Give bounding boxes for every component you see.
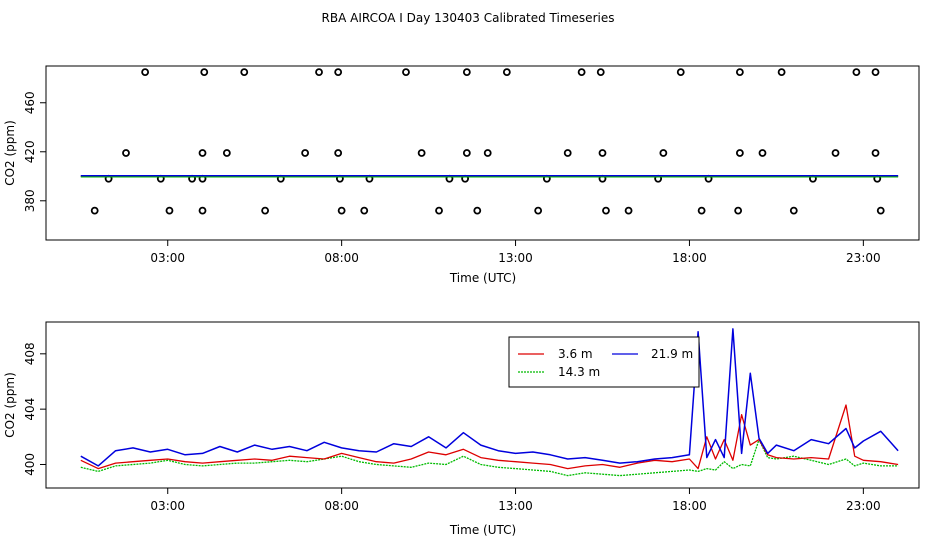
top-y-ticks: 380 420 460 (23, 91, 46, 212)
bottom-x-tick-label: 23:00 (846, 499, 881, 513)
top-scatter-point (337, 206, 346, 215)
top-scatter-point (261, 206, 270, 215)
legend-label-21-9m: 21.9 m (651, 347, 693, 361)
top-x-tick-label: 13:00 (498, 251, 533, 265)
bottom-y-axis-label: CO2 (ppm) (3, 372, 17, 438)
top-scatter-point (315, 68, 323, 77)
bottom-series-21-9-m (80, 328, 899, 467)
top-scatter-point (462, 149, 471, 157)
bottom-y-ticks: 400 404 408 (23, 342, 46, 476)
top-scatter-point (598, 149, 607, 157)
top-scatter-point (697, 206, 706, 215)
top-scatter-point (735, 149, 744, 157)
top-plot-frame (45, 65, 920, 241)
bottom-x-tick-label: 08:00 (324, 499, 359, 513)
top-scatter-point (758, 149, 767, 157)
top-scatter-point (871, 149, 880, 157)
top-scatter-point (222, 149, 231, 157)
bottom-y-tick-label: 400 (23, 453, 37, 476)
top-y-tick-label: 460 (23, 91, 37, 114)
top-x-tick-label: 23:00 (846, 251, 881, 265)
top-x-tick-label: 03:00 (150, 251, 185, 265)
top-x-ticks: 03:00 08:00 13:00 18:00 23:00 (150, 240, 881, 265)
top-scatter-point (831, 149, 840, 157)
top-scatter-point (301, 149, 310, 157)
bottom-x-tick-label: 18:00 (672, 499, 707, 513)
legend-label-14-3m: 14.3 m (558, 365, 600, 379)
top-scatter-point (417, 149, 426, 157)
top-scatter-point (462, 68, 471, 77)
top-scatter-point (402, 68, 410, 77)
bottom-panel: 03:00 08:00 13:00 18:00 23:00 400 404 408 Time… (3, 321, 920, 537)
top-scatter-point (141, 68, 150, 77)
top-scatter-point (852, 68, 861, 77)
top-scatter-point (198, 206, 207, 215)
top-scatter-point (659, 149, 668, 157)
top-x-tick-label: 18:00 (672, 251, 707, 265)
top-y-tick-label: 420 (23, 140, 37, 163)
top-scatter-point (734, 206, 743, 215)
top-scatter-point (577, 68, 586, 77)
top-scatter-point (876, 206, 885, 215)
top-scatter-point (240, 68, 249, 77)
top-x-axis-label: Time (UTC) (449, 271, 516, 285)
top-x-tick-label: 08:00 (324, 251, 359, 265)
bottom-x-ticks: 03:00 08:00 13:00 18:00 23:00 (150, 488, 881, 513)
top-y-axis-label: CO2 (ppm) (3, 120, 17, 186)
bottom-x-axis-label: Time (UTC) (449, 523, 516, 537)
top-scatter-point (198, 149, 207, 157)
legend: 3.6 m 21.9 m 14.3 m (508, 336, 700, 388)
top-scatter-point (334, 68, 343, 77)
top-scatter-point (360, 206, 369, 215)
bottom-y-tick-label: 404 (23, 398, 37, 421)
bottom-series-3-6-m (80, 404, 899, 470)
top-scatter-point (596, 68, 605, 77)
top-scatter-point (165, 206, 174, 215)
bottom-x-tick-label: 13:00 (498, 499, 533, 513)
top-scatter-points (90, 68, 885, 215)
top-scatter-point (624, 206, 633, 215)
top-scatter-point (122, 149, 130, 157)
legend-label-3-6m: 3.6 m (558, 347, 593, 361)
top-scatter-point (789, 206, 798, 215)
chart-title: RBA AIRCOA I Day 130403 Calibrated Times… (322, 11, 615, 25)
bottom-plot-frame (45, 321, 920, 489)
top-scatter-point (90, 206, 99, 215)
top-scatter-point (483, 149, 492, 157)
top-scatter-point (200, 68, 209, 77)
legend-box (508, 336, 700, 388)
top-scatter-point (777, 68, 786, 77)
bottom-x-tick-label: 03:00 (150, 499, 185, 513)
top-scatter-point (334, 149, 343, 157)
top-panel: 03:00 08:00 13:00 18:00 23:00 380 420 460 Time… (3, 65, 920, 285)
top-scatter-point (473, 206, 482, 215)
top-y-tick-label: 380 (23, 189, 37, 212)
top-scatter-point (735, 68, 744, 77)
top-scatter-point (502, 68, 511, 77)
top-scatter-point (563, 149, 572, 157)
bottom-y-tick-label: 408 (23, 342, 37, 365)
top-scatter-point (435, 206, 443, 215)
top-scatter-point (676, 68, 685, 77)
bottom-series-lines (80, 328, 899, 477)
top-scatter-point (602, 206, 610, 215)
top-scatter-point (534, 206, 543, 215)
top-scatter-point (871, 68, 880, 77)
top-baseline-lines (80, 175, 899, 178)
bottom-series-14-3-m (80, 438, 899, 477)
